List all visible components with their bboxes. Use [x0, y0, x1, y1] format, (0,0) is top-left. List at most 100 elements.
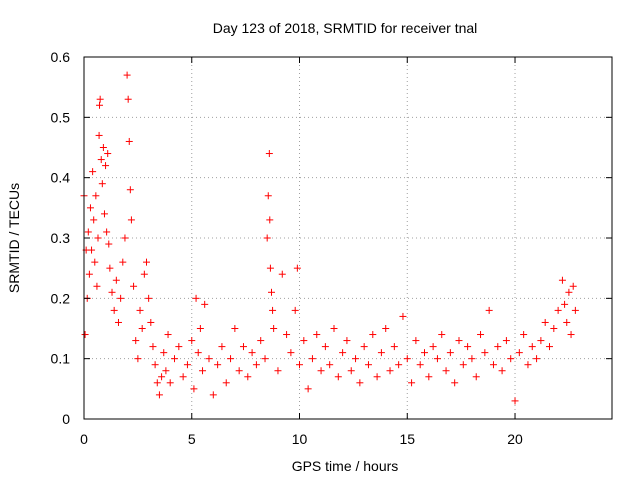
data-point	[188, 337, 196, 345]
data-point	[103, 228, 111, 236]
data-point	[507, 355, 515, 363]
data-point	[95, 131, 103, 139]
data-point	[110, 306, 118, 314]
data-point	[266, 264, 274, 272]
data-point	[416, 361, 424, 369]
data-point	[300, 337, 308, 345]
data-point	[304, 385, 312, 393]
x-tick-label: 0	[80, 431, 88, 447]
data-point	[126, 186, 134, 194]
data-point	[403, 355, 411, 363]
data-point	[554, 306, 562, 314]
data-point	[317, 367, 325, 375]
data-point	[352, 355, 360, 363]
data-point	[291, 306, 299, 314]
data-point	[98, 180, 106, 188]
data-point	[321, 343, 329, 351]
data-point	[265, 150, 273, 158]
data-point	[196, 325, 204, 332]
data-point	[90, 216, 98, 224]
data-point	[267, 288, 275, 296]
data-point	[162, 367, 170, 375]
data-point	[175, 343, 183, 351]
data-point	[360, 343, 368, 351]
data-point	[446, 349, 454, 357]
data-point	[269, 306, 277, 314]
data-point	[412, 337, 420, 345]
data-point	[550, 325, 558, 332]
data-point	[244, 373, 252, 381]
data-point	[485, 306, 493, 314]
data-point	[205, 355, 213, 363]
data-point	[533, 355, 541, 363]
data-point	[567, 331, 575, 339]
y-axis-label: SRMTID / TECUs	[6, 183, 22, 293]
data-point	[179, 373, 187, 381]
x-tick-label: 10	[292, 431, 308, 447]
data-point	[263, 234, 271, 242]
data-point	[124, 95, 132, 103]
data-point	[546, 343, 554, 351]
data-point	[481, 349, 489, 357]
data-point	[104, 150, 112, 158]
data-point	[239, 343, 247, 351]
data-point	[520, 331, 528, 339]
data-point	[231, 325, 239, 332]
data-point	[153, 379, 161, 387]
data-point	[343, 337, 351, 345]
data-point	[395, 361, 403, 369]
data-point	[537, 337, 545, 345]
data-point	[390, 343, 398, 351]
data-point	[158, 373, 166, 381]
data-point	[91, 258, 99, 266]
data-point	[209, 391, 217, 399]
data-point	[468, 355, 476, 363]
data-point	[155, 391, 163, 399]
y-tick-label: 0.3	[51, 230, 71, 246]
data-point	[264, 192, 272, 200]
data-point	[85, 270, 93, 278]
data-point	[571, 306, 579, 314]
data-point	[214, 361, 222, 369]
data-point	[134, 355, 142, 363]
data-point	[459, 361, 467, 369]
data-point	[278, 270, 286, 278]
data-point	[569, 282, 577, 290]
data-point	[183, 361, 191, 369]
data-point	[130, 282, 138, 290]
data-point	[145, 294, 153, 302]
data-point	[96, 101, 104, 109]
data-point	[261, 355, 269, 363]
y-tick-label: 0.4	[51, 170, 71, 186]
data-point	[123, 71, 131, 79]
data-point	[502, 337, 510, 345]
data-point	[102, 162, 110, 170]
data-point	[489, 361, 497, 369]
data-point	[112, 276, 120, 284]
data-point	[421, 349, 429, 357]
ticks-layer: 0 5 10 15 20 0 0.1 0.2 0.3 0.4 0.5 0.6	[51, 49, 612, 447]
data-point	[274, 367, 282, 375]
data-point	[99, 144, 107, 151]
data-point	[313, 331, 321, 339]
data-point	[541, 318, 549, 326]
data-point	[524, 361, 532, 369]
data-point	[326, 361, 334, 369]
data-point	[455, 337, 463, 345]
data-point	[235, 367, 243, 375]
data-point	[81, 331, 89, 339]
data-point	[386, 367, 394, 375]
data-point	[283, 331, 291, 339]
data-point	[190, 385, 198, 393]
y-tick-label: 0.1	[51, 351, 71, 367]
data-point	[528, 343, 536, 351]
data-point	[199, 367, 207, 375]
data-point	[114, 318, 122, 326]
x-axis-label: GPS time / hours	[292, 458, 399, 474]
data-point	[140, 270, 148, 278]
data-point	[425, 373, 433, 381]
data-point	[201, 300, 209, 308]
data-point	[194, 349, 202, 357]
data-point	[347, 367, 355, 375]
data-point	[464, 343, 472, 351]
